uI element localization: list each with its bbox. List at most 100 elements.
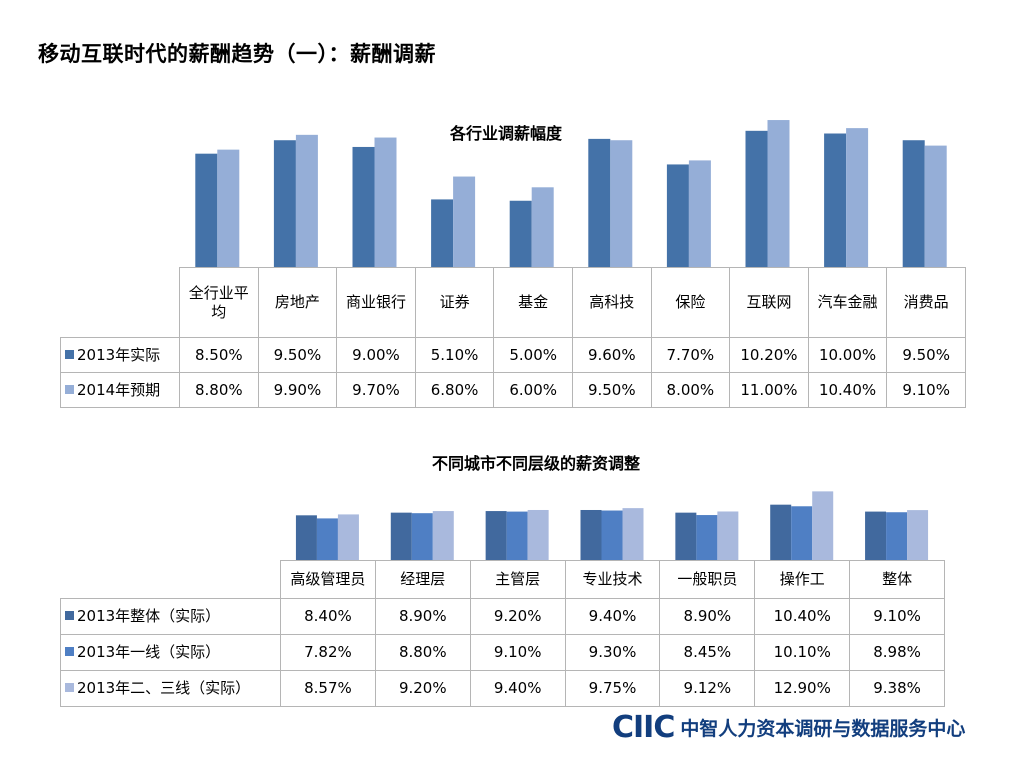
chart2-bars <box>295 491 929 560</box>
bar-c1-s1-c4 <box>531 187 554 268</box>
bar-c1-s1-c7 <box>767 120 790 268</box>
legend-entry: 2013年实际 <box>60 337 180 373</box>
series-name: 2013年整体（实际） <box>77 607 221 626</box>
bar-c1-s0-c3 <box>431 199 454 268</box>
category-label: 高级管理员 <box>280 560 376 599</box>
category-label: 互联网 <box>729 267 809 338</box>
legend-swatch <box>65 384 74 394</box>
data-label: 9.60% <box>571 337 652 373</box>
series-row: 2013年二、三线（实际） 8.57% 9.20% 9.40% 9.75% 9.12% 12… <box>60 670 946 707</box>
category-label: 证券 <box>414 267 495 338</box>
bar-c2-s0-c0 <box>295 515 317 560</box>
bar-c2-s1-c6 <box>886 512 908 560</box>
series-row: 2013年实际 8.50% 9.50% 9.00% 5.10% 5.00% 9.60% 7.7… <box>60 337 966 373</box>
bar-c2-s0-c3 <box>580 509 602 560</box>
legend-swatch <box>65 647 74 657</box>
series-row: 2013年整体（实际） 8.40% 8.90% 9.20% 9.40% 8.90% 10.4… <box>60 598 946 635</box>
bar-c1-s0-c5 <box>588 138 611 268</box>
bar-c2-s1-c5 <box>791 506 813 560</box>
data-label: 8.90% <box>374 598 471 635</box>
category-label: 操作工 <box>754 560 851 599</box>
bar-c1-s0-c1 <box>273 140 296 268</box>
page-title: 移动互联时代的薪酬趋势（一）：薪酬调薪 <box>38 42 436 66</box>
bar-c2-s2-c2 <box>527 509 549 560</box>
legend-swatch <box>65 349 74 359</box>
category-label: 消费品 <box>886 267 966 338</box>
data-label: 9.90% <box>257 372 338 408</box>
data-label: 9.10% <box>849 598 946 635</box>
bar-c2-s1-c1 <box>411 513 433 560</box>
legend-entry: 2013年一线（实际） <box>60 634 281 671</box>
data-label: 9.10% <box>469 634 566 671</box>
bar-c2-s2-c3 <box>622 508 644 560</box>
legend-entry: 2013年整体（实际） <box>60 598 281 635</box>
data-label: 10.10% <box>754 634 851 671</box>
category-label: 房地产 <box>257 267 338 338</box>
data-label: 8.80% <box>374 634 471 671</box>
data-label: 11.00% <box>729 372 809 408</box>
bar-c2-s1-c2 <box>506 511 528 560</box>
data-label: 8.98% <box>849 634 946 671</box>
data-label: 9.12% <box>659 670 756 707</box>
bar-c2-s2-c1 <box>432 511 454 560</box>
bar-c1-s0-c9 <box>902 140 925 268</box>
bar-c1-s1-c6 <box>688 160 711 268</box>
bar-c2-s1-c4 <box>696 515 718 560</box>
data-label: 9.10% <box>886 372 966 408</box>
bar-c2-s1-c3 <box>601 510 623 560</box>
bar-c1-s0-c0 <box>195 153 218 268</box>
series-name: 2013年二、三线（实际） <box>77 679 251 698</box>
legend-swatch <box>65 683 74 693</box>
bar-c2-s2-c5 <box>812 491 834 560</box>
data-label: 6.00% <box>493 372 573 408</box>
data-label: 12.90% <box>754 670 851 707</box>
bar-c1-s1-c3 <box>453 176 476 268</box>
data-label: 10.40% <box>807 372 888 408</box>
series-name: 2014年预期 <box>77 380 161 399</box>
bar-c1-s1-c8 <box>846 128 869 268</box>
category-label: 商业银行 <box>336 267 416 338</box>
data-label: 5.10% <box>414 337 495 373</box>
category-label: 全行业平 均 <box>179 267 259 338</box>
data-label: 10.00% <box>807 337 888 373</box>
data-label: 8.57% <box>280 670 376 707</box>
org-name: 中智人力资本调研与数据服务中心 <box>680 717 966 740</box>
chart1-title: 各行业调薪幅度 <box>450 124 563 143</box>
chart2-data-table: 高级管理员 经理层 主管层 专业技术 一般职员 操作工 整体 2013年整体（实际） 8.40%… <box>60 560 946 707</box>
category-label: 保险 <box>650 267 731 338</box>
legend-entry: 2013年二、三线（实际） <box>60 670 281 707</box>
data-label: 10.40% <box>754 598 851 635</box>
bar-c2-s0-c6 <box>865 511 887 560</box>
category-label: 经理层 <box>374 560 471 599</box>
bar-c2-s2-c4 <box>717 511 739 560</box>
data-label: 6.80% <box>414 372 495 408</box>
ciic-logo-mark: CIIC <box>612 709 675 745</box>
series-name: 2013年一线（实际） <box>77 643 221 662</box>
data-label: 8.50% <box>179 337 259 373</box>
bar-c2-s0-c4 <box>675 512 697 560</box>
category-label: 高科技 <box>571 267 652 338</box>
category-label: 主管层 <box>469 560 566 599</box>
bar-c1-s1-c5 <box>610 140 633 268</box>
data-label: 7.70% <box>650 337 731 373</box>
category-label: 基金 <box>493 267 573 338</box>
bar-c1-s1-c1 <box>295 134 318 268</box>
category-label: 一般职员 <box>659 560 756 599</box>
data-label: 9.40% <box>469 670 566 707</box>
bar-c1-s1-c2 <box>374 137 397 268</box>
data-label: 8.45% <box>659 634 756 671</box>
table-corner <box>60 560 281 599</box>
bar-c1-s1-c9 <box>924 145 947 268</box>
data-label: 7.82% <box>280 634 376 671</box>
data-label: 9.00% <box>336 337 416 373</box>
data-label: 9.40% <box>564 598 661 635</box>
series-row: 2014年预期 8.80% 9.90% 9.70% 6.80% 6.00% 9.50% 8.0… <box>60 372 966 408</box>
ciic-logo: CIIC 中智人力资本调研与数据服务中心 <box>612 709 966 745</box>
bar-c2-s0-c2 <box>485 511 507 560</box>
data-label: 9.20% <box>374 670 471 707</box>
bar-c1-s1-c0 <box>217 149 240 268</box>
data-label: 5.00% <box>493 337 573 373</box>
data-label: 9.75% <box>564 670 661 707</box>
data-label: 9.38% <box>849 670 946 707</box>
data-label: 8.90% <box>659 598 756 635</box>
